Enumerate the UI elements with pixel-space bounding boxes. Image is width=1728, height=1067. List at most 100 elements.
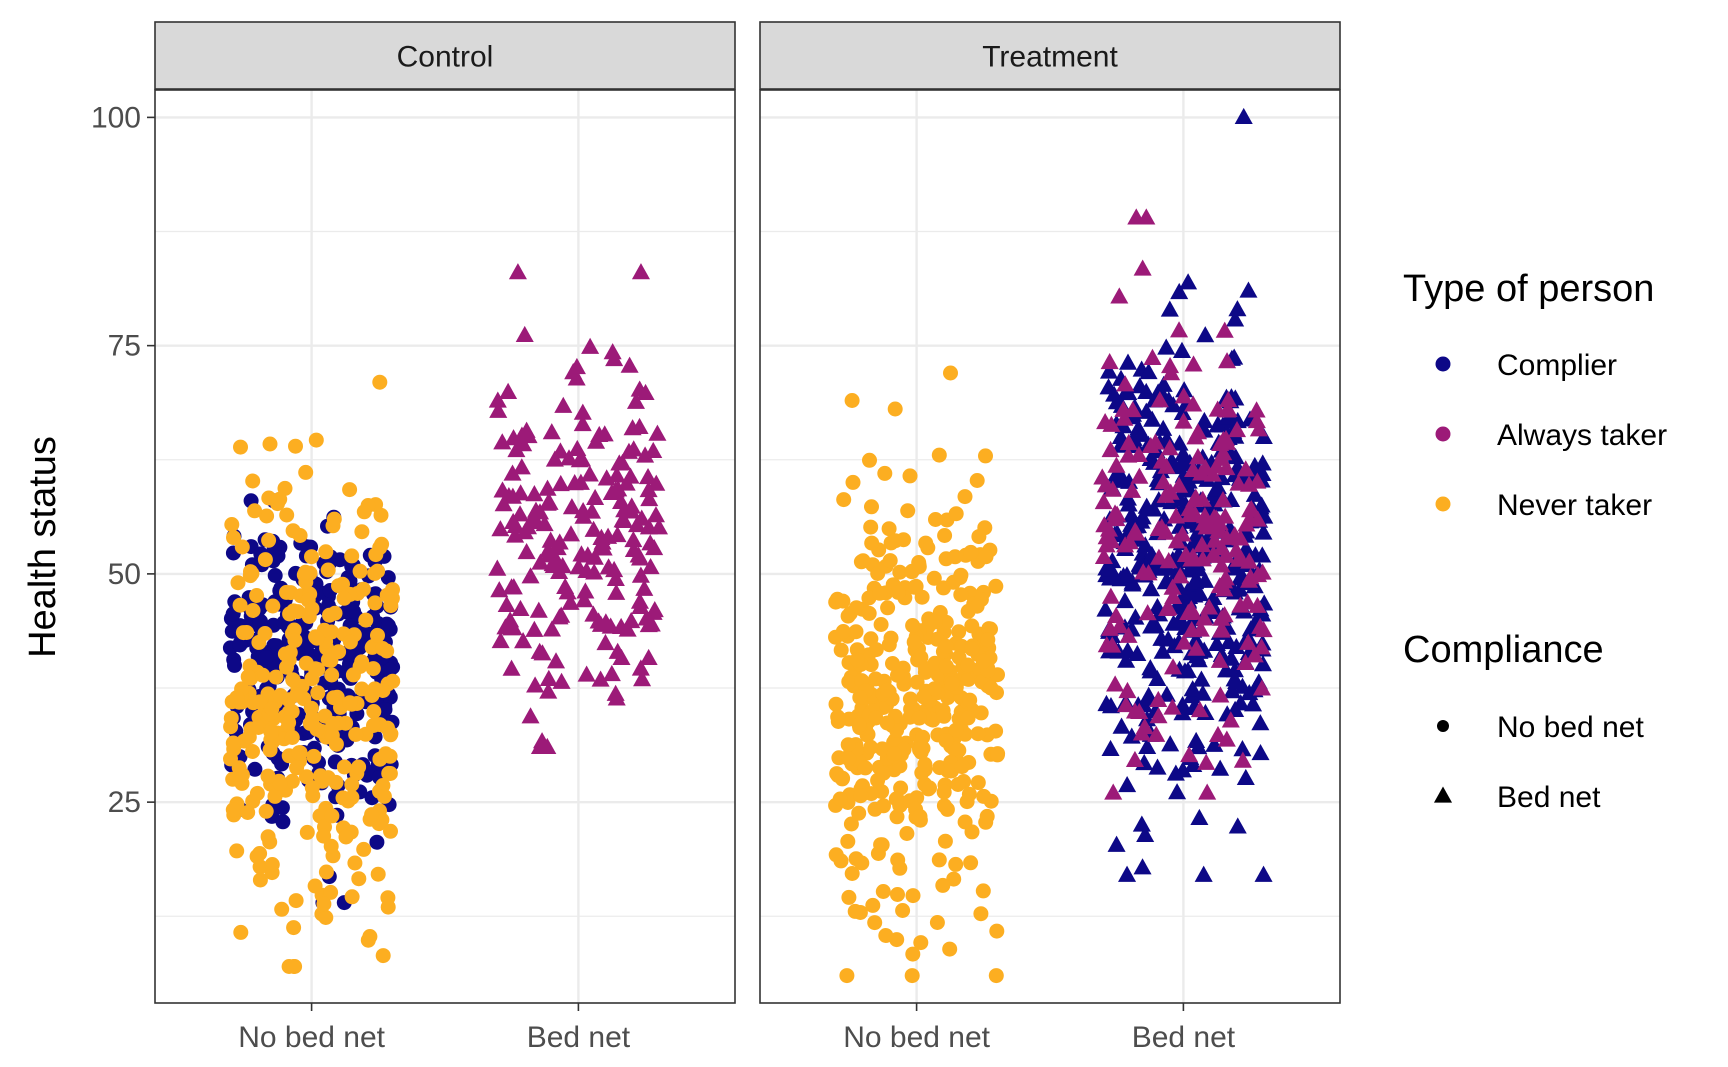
point-never-taker <box>913 935 929 951</box>
point-always-taker <box>1253 563 1272 580</box>
x-tick-label: Bed net <box>527 1021 631 1054</box>
point-never-taker <box>828 696 844 712</box>
point-never-taker <box>286 959 302 974</box>
point-never-taker <box>929 915 945 930</box>
point-never-taker <box>828 847 844 863</box>
point-never-taker <box>303 700 319 716</box>
point-always-taker <box>575 591 594 608</box>
point-always-taker <box>596 633 615 651</box>
point-always-taker <box>630 592 649 609</box>
point-always-taker <box>1110 287 1129 304</box>
x-tick-label: No bed net <box>843 1021 990 1054</box>
point-never-taker <box>983 680 999 696</box>
point-never-taker <box>291 745 307 761</box>
point-always-taker <box>606 569 625 587</box>
point-always-taker <box>1149 519 1168 537</box>
point-always-taker <box>1231 596 1250 613</box>
point-always-taker <box>584 605 603 622</box>
point-always-taker <box>1119 446 1138 463</box>
point-always-taker <box>502 578 521 595</box>
point-never-taker <box>365 661 381 677</box>
point-always-taker <box>508 263 527 280</box>
point-always-taker <box>1184 355 1203 372</box>
point-always-taker <box>1123 400 1142 418</box>
point-never-taker <box>886 746 902 762</box>
point-never-taker <box>918 535 934 551</box>
point-never-taker <box>971 529 987 545</box>
point-never-taker <box>267 788 283 804</box>
facet-strip-control <box>154 21 736 90</box>
point-never-taker <box>263 725 279 741</box>
point-never-taker <box>325 716 341 731</box>
point-always-taker <box>1141 436 1160 454</box>
point-never-taker <box>277 646 293 662</box>
point-never-taker <box>255 667 271 683</box>
facet-label-control: Control <box>397 41 494 74</box>
point-always-taker <box>1212 620 1231 637</box>
point-never-taker <box>376 788 392 804</box>
point-always-taker <box>640 489 659 507</box>
point-always-taker <box>1097 536 1116 553</box>
point-complier <box>258 650 274 665</box>
point-never-taker <box>981 621 997 637</box>
point-complier <box>247 761 263 777</box>
point-never-taker <box>302 715 318 731</box>
point-never-taker <box>268 669 284 685</box>
point-always-taker <box>1247 401 1266 418</box>
point-never-taker <box>937 528 953 543</box>
point-never-taker <box>917 756 933 772</box>
point-never-taker <box>272 688 288 703</box>
point-always-taker <box>613 511 632 528</box>
point-always-taker <box>1115 409 1134 426</box>
point-never-taker <box>229 690 245 706</box>
point-complier <box>1153 642 1172 659</box>
point-always-taker <box>639 518 658 535</box>
point-always-taker <box>497 595 516 613</box>
point-complier <box>1118 775 1137 793</box>
point-complier <box>1097 694 1116 712</box>
point-complier <box>1170 282 1189 300</box>
point-always-taker <box>567 369 586 386</box>
point-complier <box>1174 445 1193 462</box>
point-always-taker <box>573 414 592 432</box>
point-never-taker <box>310 685 326 701</box>
point-always-taker <box>1107 456 1126 473</box>
point-never-taker <box>370 627 385 643</box>
point-always-taker <box>1130 702 1149 720</box>
point-always-taker <box>1219 400 1238 418</box>
point-always-taker <box>1139 564 1158 581</box>
point-always-taker <box>644 603 663 620</box>
point-always-taker <box>517 542 536 560</box>
point-never-taker <box>289 687 305 703</box>
point-always-taker <box>572 545 591 562</box>
point-complier <box>1118 641 1137 658</box>
point-always-taker <box>493 433 512 450</box>
point-never-taker <box>841 889 857 905</box>
point-never-taker <box>342 695 358 711</box>
point-never-taker <box>328 774 344 790</box>
point-complier <box>380 618 396 633</box>
point-complier <box>1139 362 1158 380</box>
point-always-taker <box>1208 725 1228 742</box>
point-always-taker <box>602 664 621 682</box>
point-never-taker <box>322 607 337 623</box>
point-complier <box>1254 865 1273 882</box>
point-never-taker <box>988 578 1004 594</box>
point-always-taker <box>499 382 518 399</box>
point-complier <box>1211 759 1230 776</box>
point-always-taker <box>1249 420 1268 437</box>
point-always-taker <box>1097 636 1116 653</box>
point-complier <box>1245 485 1264 502</box>
point-always-taker <box>1150 391 1169 408</box>
point-always-taker <box>512 458 531 475</box>
point-never-taker <box>964 618 980 634</box>
point-never-taker <box>345 667 361 683</box>
point-always-taker <box>607 466 626 483</box>
point-complier <box>1138 737 1157 755</box>
point-never-taker <box>257 626 273 641</box>
point-complier <box>1117 566 1136 583</box>
point-never-taker <box>370 866 386 882</box>
point-complier <box>267 568 283 583</box>
point-never-taker <box>336 759 352 775</box>
point-never-taker <box>943 365 958 381</box>
